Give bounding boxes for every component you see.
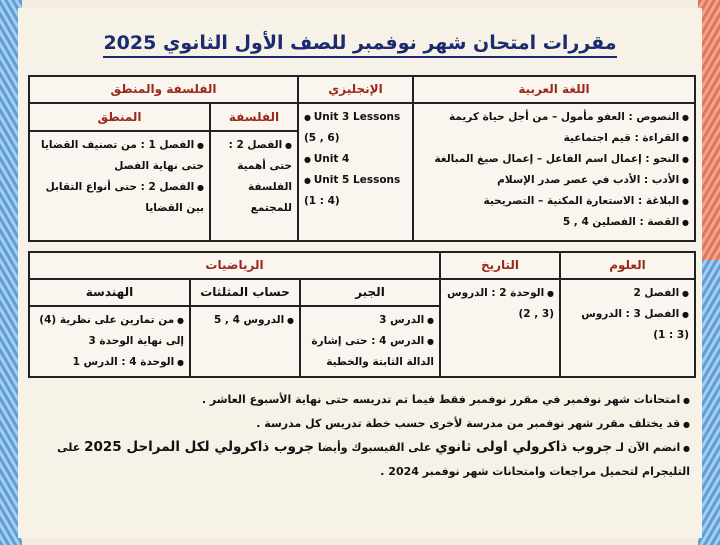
science-cell: الفصل 2 الفصل 3 : الدروس (3 : 1) (559, 278, 696, 378)
logic-cell: الفصل 1 : من تصنيف القضايا حتى نهاية الف… (28, 130, 211, 242)
header-logic: المنطق (28, 102, 211, 132)
list-item: القراءة : قيم اجتماعية (419, 128, 689, 149)
english-cell: Unit 3 Lessons (5 , 6) Unit 4 Unit 5 Les… (297, 102, 414, 242)
header-algebra: الجبر (299, 278, 441, 307)
decor-left (0, 0, 22, 545)
list-item: من تمارين على نظرية (4) إلى نهاية الوحدة… (35, 310, 184, 352)
notes: امتحانات شهر نوفمبر في مقرر نوفمبر فقط ف… (30, 388, 690, 483)
facebook-group-link[interactable]: جروب ذاكرولي اولى ثانوي (435, 439, 613, 455)
list-item: الفصل 2 : حتى أنواع التقابل بين القضايا (35, 177, 204, 219)
header-arabic: اللغة العربية (412, 75, 696, 104)
philosophy-cell: الفصل 2 : حتى أهمية الفلسفة للمجتمع (209, 130, 299, 242)
arabic-cell: النصوص : العفو مأمول – من أجل حياة كريمة… (412, 102, 696, 242)
telegram-group-link[interactable]: جروب ذاكرولي لكل المراحل 2025 (84, 439, 315, 455)
list-item: الأدب : الأدب في عصر صدر الإسلام (419, 170, 689, 191)
list-item: النصوص : العفو مأمول – من أجل حياة كريمة (419, 107, 689, 128)
header-english: الإنجليزي (297, 75, 414, 104)
note-item-join: انضم الآن لـ جروب ذاكرولي اولى ثانوي على… (30, 436, 690, 483)
list-item: Unit 4 (304, 149, 407, 170)
table-first: اللغة العربية الإنجليزي الفلسفة والمنطق … (28, 75, 696, 242)
list-item: النحو : إعمال اسم الفاعل – إعمال صيغ الم… (419, 149, 689, 170)
header-philosophy-logic: الفلسفة والمنطق (28, 75, 299, 104)
header-geometry: الهندسة (28, 278, 191, 307)
note-item: امتحانات شهر نوفمبر في مقرر نوفمبر فقط ف… (30, 388, 690, 412)
header-math: الرياضيات (28, 251, 441, 280)
list-item: الدرس 4 : حتى إشارة الدالة الثابتة والخط… (306, 331, 434, 373)
list-item: Unit 3 Lessons (5 , 6) (304, 107, 407, 149)
list-item: القصة : الفصلين 4 , 5 (419, 212, 689, 233)
note-text: على التليجرام لتحميل مراجعات وامتحانات ش… (57, 441, 690, 478)
decor-right-bottom (698, 260, 720, 545)
table-second: العلوم التاريخ الرياضيات الفصل 2 الفصل 3… (28, 251, 696, 378)
header-trig: حساب المثلثات (189, 278, 301, 307)
note-text: انضم الآن لـ (615, 441, 681, 454)
list-item: الفصل 2 (566, 283, 689, 304)
list-item: الوحدة 4 : الدرس 1 (35, 352, 184, 373)
note-item: قد يختلف مقرر شهر نوفمبر من مدرسة لأخرى … (30, 412, 690, 436)
geometry-cell: من تمارين على نظرية (4) إلى نهاية الوحدة… (28, 305, 191, 378)
header-philosophy: الفلسفة (209, 102, 299, 132)
list-item: البلاغة : الاستعارة المكنية – التصريحية (419, 191, 689, 212)
trig-cell: الدروس 4 , 5 (189, 305, 301, 378)
header-history: التاريخ (439, 251, 561, 280)
list-item: الفصل 1 : من تصنيف القضايا حتى نهاية الف… (35, 135, 204, 177)
list-item: الدرس 3 (306, 310, 434, 331)
note-text: على الفيسبوك وأيضا (317, 441, 432, 454)
page-title: مقررات امتحان شهر نوفمبر للصف الأول الثا… (0, 32, 720, 58)
list-item: الفصل 2 : حتى أهمية الفلسفة للمجتمع (216, 135, 292, 219)
algebra-cell: الدرس 3 الدرس 4 : حتى إشارة الدالة الثاب… (299, 305, 441, 378)
history-cell: الوحدة 2 : الدروس (3 , 2) (439, 278, 561, 378)
header-science: العلوم (559, 251, 696, 280)
list-item: Unit 5 Lessons (1 : 4) (304, 170, 407, 212)
list-item: الدروس 4 , 5 (196, 310, 294, 331)
title-text: مقررات امتحان شهر نوفمبر للصف الأول الثا… (103, 32, 617, 58)
list-item: الفصل 3 : الدروس (3 : 1) (566, 304, 689, 346)
list-item: الوحدة 2 : الدروس (3 , 2) (446, 283, 554, 325)
